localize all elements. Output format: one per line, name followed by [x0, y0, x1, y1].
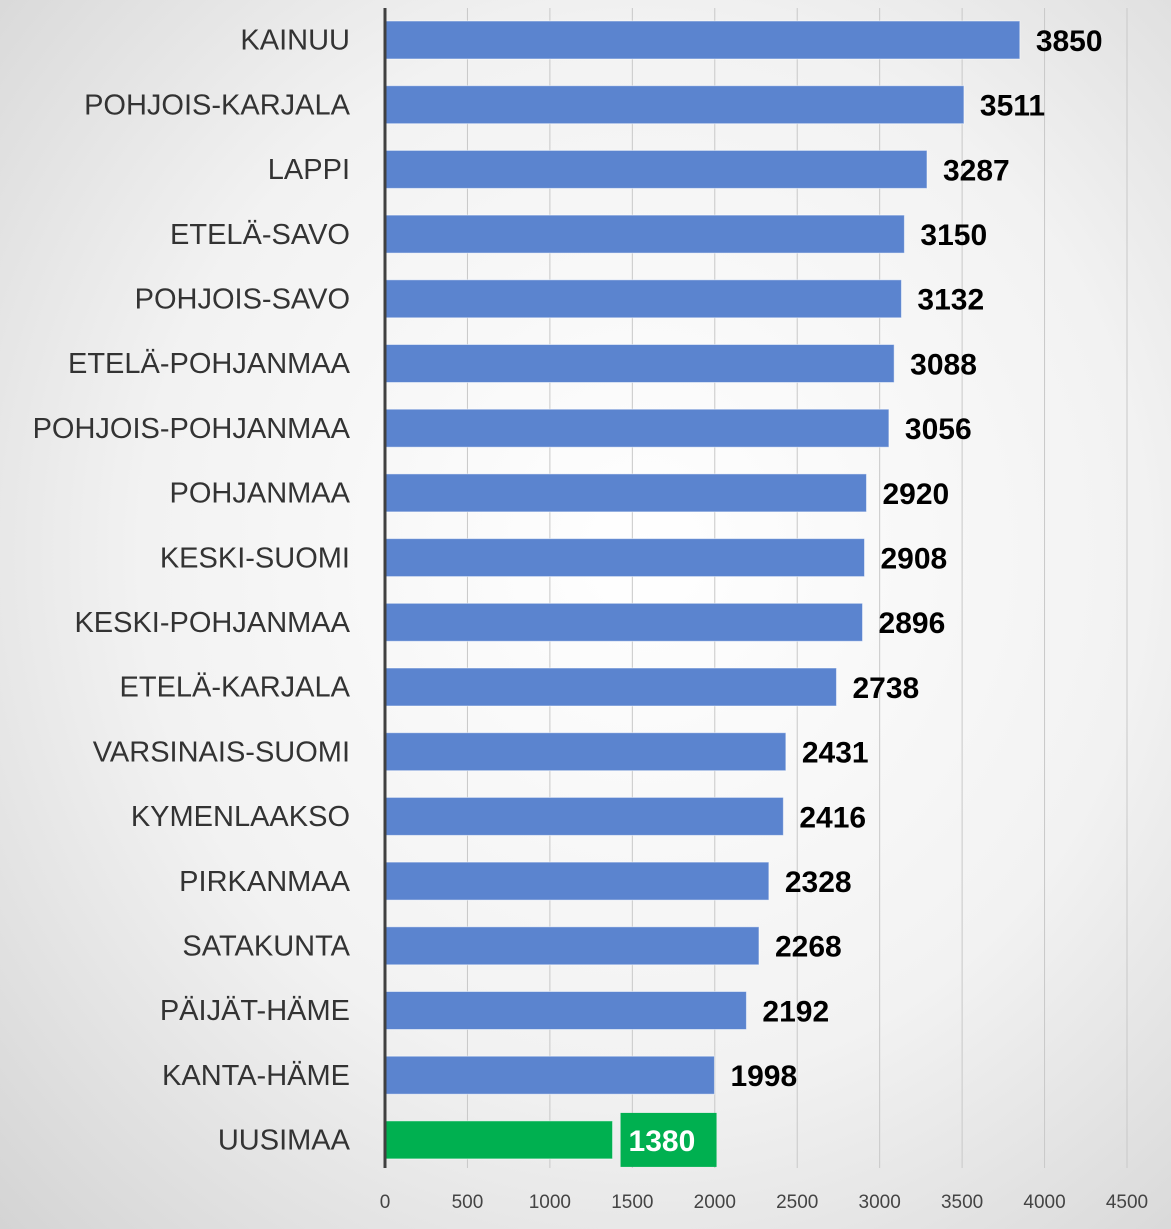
y-tick-label: PÄIJÄT-HÄME [160, 995, 350, 1027]
bar [384, 861, 770, 901]
value-label: 3850 [1036, 25, 1103, 58]
bar [384, 473, 867, 513]
y-tick-label: VARSINAIS-SUOMI [93, 736, 350, 768]
value-label: 3132 [917, 284, 984, 317]
bar [384, 279, 902, 319]
value-label: 2268 [775, 931, 842, 964]
bar [384, 538, 865, 578]
value-label-box [620, 1112, 717, 1167]
x-tick-label: 1000 [529, 1192, 571, 1213]
value-label: 2431 [802, 737, 869, 770]
y-tick-label: POHJOIS-POHJANMAA [33, 413, 351, 445]
value-label: 3287 [943, 154, 1010, 187]
bar [384, 85, 965, 125]
y-tick-label: KESKI-SUOMI [160, 542, 350, 574]
bar [384, 602, 864, 642]
x-tick-label: 2500 [776, 1192, 818, 1213]
bar [384, 1120, 614, 1160]
x-tick-label: 1500 [611, 1192, 653, 1213]
bar [384, 149, 928, 189]
value-label: 3088 [910, 348, 977, 381]
bar [384, 408, 890, 448]
value-label: 2328 [785, 866, 852, 899]
bar [384, 796, 784, 836]
x-tick-label: 0 [380, 1192, 391, 1213]
bar [384, 20, 1021, 60]
value-label: 3056 [905, 413, 972, 446]
value-label: 2908 [880, 543, 947, 576]
bar [384, 1055, 715, 1095]
x-tick-label: 4000 [1023, 1192, 1065, 1213]
value-label: 2920 [882, 478, 949, 511]
y-tick-label: ETELÄ-KARJALA [120, 672, 351, 704]
value-label: 1380 [629, 1125, 696, 1158]
bar [384, 667, 837, 707]
value-label: 2192 [762, 995, 829, 1028]
value-label: 3150 [920, 219, 987, 252]
y-tick-label: UUSIMAA [218, 1125, 351, 1157]
bar [384, 991, 747, 1030]
bar [384, 732, 787, 772]
bar [384, 344, 895, 383]
value-label: 1998 [730, 1060, 797, 1093]
y-tick-label: KAINUU [240, 25, 350, 57]
x-tick-label: 4500 [1106, 1192, 1148, 1213]
y-tick-label: PIRKANMAA [179, 866, 350, 898]
y-tick-label: SATAKUNTA [182, 930, 350, 962]
x-tick-label: 2000 [694, 1192, 736, 1213]
y-tick-label: POHJANMAA [170, 478, 351, 510]
value-label: 2896 [879, 607, 946, 640]
value-label: 2416 [799, 801, 866, 834]
y-tick-label: KYMENLAAKSO [131, 801, 350, 833]
x-tick-label: 3000 [859, 1192, 901, 1213]
y-tick-label: ETELÄ-SAVO [170, 219, 350, 251]
y-tick-label: KANTA-HÄME [162, 1060, 350, 1092]
y-tick-label: POHJOIS-SAVO [135, 283, 350, 315]
x-tick-label: 3500 [941, 1192, 983, 1213]
bar [384, 214, 905, 254]
y-tick-label: POHJOIS-KARJALA [84, 89, 351, 121]
y-tick-label: KESKI-POHJANMAA [74, 607, 350, 639]
value-label: 3511 [980, 90, 1045, 123]
bar [384, 926, 760, 966]
x-tick-label: 500 [452, 1192, 484, 1213]
value-label: 2738 [852, 672, 919, 705]
y-tick-label: LAPPI [268, 154, 350, 186]
y-tick-label: ETELÄ-POHJANMAA [68, 348, 351, 380]
